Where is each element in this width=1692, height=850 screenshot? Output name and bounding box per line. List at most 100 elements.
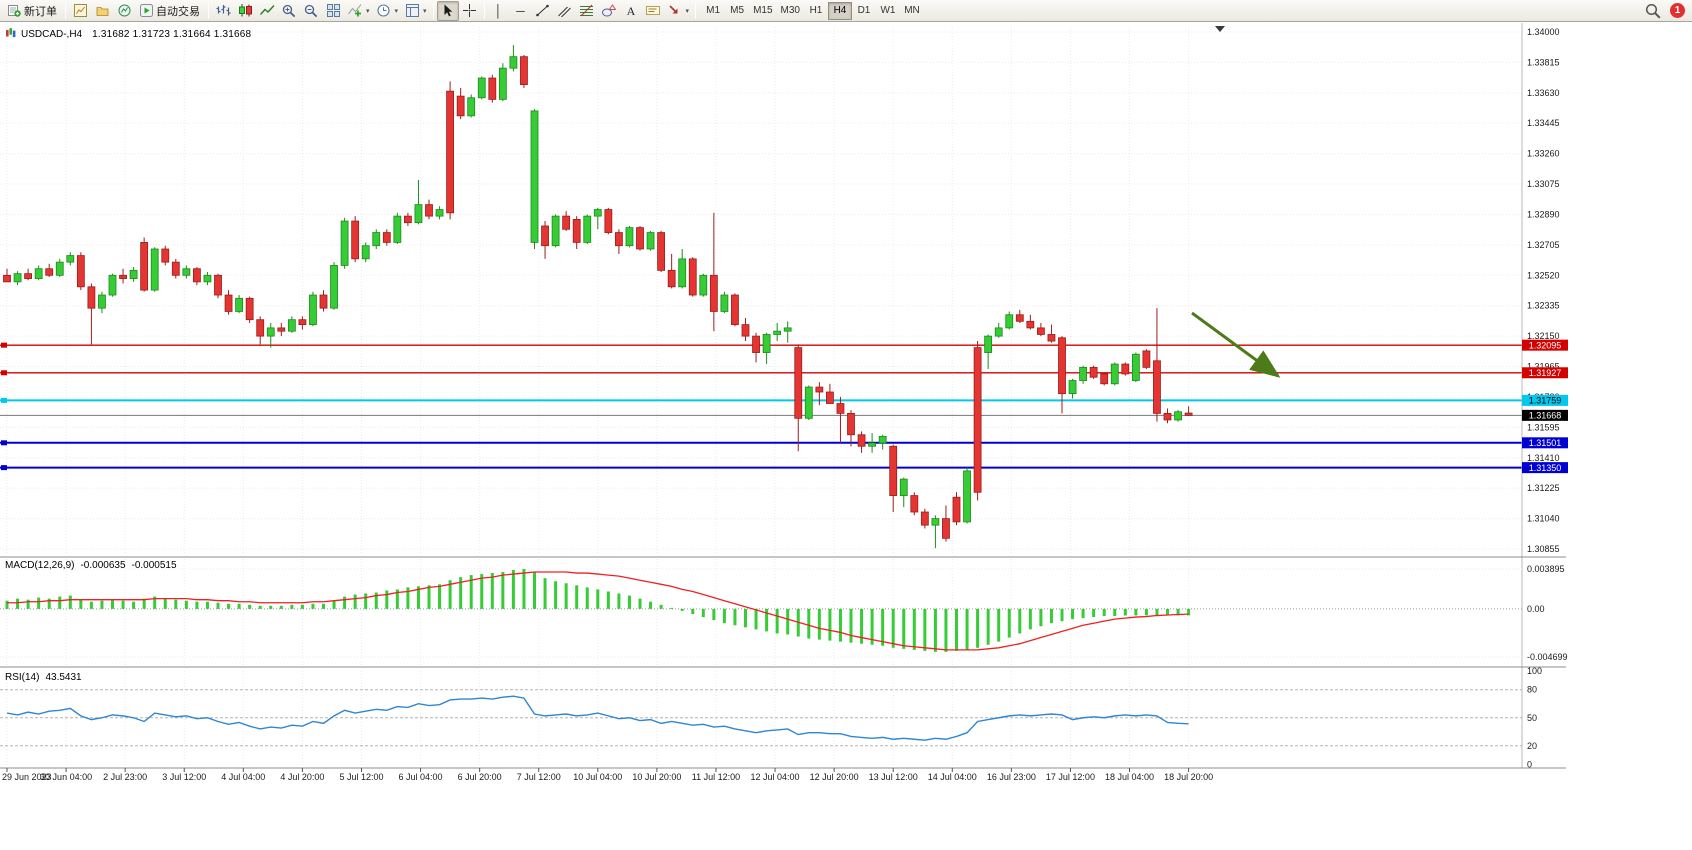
trend-arrow[interactable] <box>1191 311 1281 378</box>
channel-button[interactable] <box>554 1 576 21</box>
timeframe-m15-button[interactable]: M15 <box>753 5 773 16</box>
horizontal-line-button[interactable]: ─ <box>510 1 532 21</box>
candle-body <box>762 334 771 353</box>
notification-badge[interactable]: 1 <box>1670 3 1685 18</box>
rsi-line <box>6 695 1189 741</box>
macd-histogram-bar <box>216 602 220 609</box>
time-axis-label: 4 Jul 04:00 <box>221 772 265 782</box>
macd-histogram-bar <box>1049 608 1053 624</box>
time-axis-label: 13 Jul 12:00 <box>869 772 918 782</box>
macd-histogram-bar <box>448 580 452 609</box>
price-axis-label: 1.32705 <box>1527 240 1560 250</box>
cursor-button[interactable] <box>436 0 459 21</box>
candle-body <box>1089 366 1098 378</box>
chart-canvas[interactable]: 1.34000 1.33815 1.33630 1.33445 1.33260 1.330… <box>0 23 1692 850</box>
fibonacci-button[interactable] <box>576 1 598 21</box>
price-axis-label: 1.31965 <box>1527 362 1560 372</box>
macd-histogram-bar <box>775 608 779 634</box>
text-button[interactable]: A <box>620 1 642 21</box>
bar-chart-button[interactable] <box>212 1 234 21</box>
candle-body <box>1079 366 1087 381</box>
candle-body <box>878 435 887 444</box>
candle-body <box>984 335 993 353</box>
bars-icon <box>215 3 231 19</box>
hline-handle[interactable] <box>1 342 7 348</box>
timeframe-w1-button[interactable]: W1 <box>880 5 896 16</box>
indicators-button[interactable]: ▾ <box>344 1 373 21</box>
hline-handle[interactable] <box>1 465 7 471</box>
macd-histogram-bar <box>406 587 410 609</box>
candle-body <box>298 319 307 326</box>
zoom-in-icon <box>281 3 297 19</box>
macd-histogram-bar <box>817 608 821 640</box>
profiles-button[interactable] <box>91 1 113 21</box>
macd-histogram-bar <box>838 608 842 642</box>
new-chart-button[interactable] <box>69 1 91 21</box>
price-tag <box>1522 409 1568 421</box>
timeframe-m30-button[interactable]: M30 <box>780 5 800 16</box>
candle-body <box>1174 411 1182 421</box>
macd-histogram-bar <box>564 583 568 609</box>
candle-body <box>340 220 349 266</box>
trendline-button[interactable] <box>532 1 554 21</box>
hline-icon: ─ <box>516 3 525 18</box>
macd-histogram-bar <box>1018 608 1022 634</box>
vertical-line-button[interactable]: │ <box>488 1 510 21</box>
candle-body <box>446 90 455 214</box>
time-axis-label: 14 Jul 04:00 <box>928 772 977 782</box>
hline-handle[interactable] <box>1 440 7 446</box>
macd-histogram-bar <box>1007 608 1011 638</box>
arrows-button[interactable]: ▾ <box>664 1 693 21</box>
hline-handle[interactable] <box>1 370 7 376</box>
macd-histogram-bar <box>153 596 157 609</box>
market-watch-button[interactable] <box>113 1 135 21</box>
label-icon <box>645 3 661 19</box>
tile-windows-button[interactable] <box>322 1 344 21</box>
fibonacci-icon <box>579 3 595 19</box>
timeframe-m1-button[interactable]: M1 <box>706 5 721 16</box>
candle-body <box>66 255 75 263</box>
timeframe-mn-button[interactable]: MN <box>904 5 920 16</box>
candle-body <box>119 274 127 279</box>
macd-histogram-bar <box>269 605 273 609</box>
zoom-in-button[interactable] <box>278 1 300 21</box>
shapes-button[interactable] <box>598 1 620 21</box>
candle-body <box>129 269 138 279</box>
label-button[interactable] <box>642 1 664 21</box>
candle-body <box>24 273 33 279</box>
candle-body <box>646 232 655 250</box>
periods-button[interactable]: ▾ <box>373 1 402 21</box>
macd-histogram-bar <box>5 600 9 609</box>
macd-histogram-bar <box>364 593 368 609</box>
timeframe-h4-button[interactable]: H4 <box>827 1 852 20</box>
crosshair-button[interactable] <box>459 1 481 21</box>
search-button[interactable] <box>1642 1 1664 21</box>
candlestick-chart-button[interactable] <box>234 1 256 21</box>
candle-body <box>414 204 423 224</box>
candle-body <box>520 56 528 86</box>
zoom-out-button[interactable] <box>300 1 322 21</box>
macd-histogram-bar <box>638 598 642 609</box>
macd-histogram-bar <box>828 608 832 641</box>
timeframe-m5-button[interactable]: M5 <box>730 5 745 16</box>
macd-histogram-bar <box>1039 608 1043 627</box>
timeframe-h1-button[interactable]: H1 <box>809 5 823 16</box>
line-icon <box>259 3 275 19</box>
autotrading-button[interactable]: 自动交易 <box>135 1 205 21</box>
dropdown-caret-icon: ▾ <box>685 7 690 15</box>
candle-body <box>604 209 613 233</box>
new-order-button[interactable]: 新订单 <box>3 1 62 21</box>
horizontal-lines[interactable] <box>0 342 1522 471</box>
hline-handle[interactable] <box>1 397 7 403</box>
templates-button[interactable]: ▾ <box>401 1 430 21</box>
candle-body <box>615 232 623 247</box>
line-chart-button[interactable] <box>256 1 278 21</box>
macd-histogram-bar <box>311 603 315 609</box>
arrows-icon <box>667 3 683 19</box>
time-axis-label: 30 Jun 04:00 <box>40 772 92 782</box>
candle-body <box>403 215 412 224</box>
candle-body <box>235 297 244 312</box>
main-toolbar: 新订单 自动交易 ▾ ▾ ▾ │ ─ A ▾ M1 M5 M15 M30 H1 H4 D1 W1 MN 1 <box>0 0 1692 22</box>
timeframe-d1-button[interactable]: D1 <box>857 5 871 16</box>
chart-shift-marker-icon[interactable] <box>1215 26 1225 32</box>
